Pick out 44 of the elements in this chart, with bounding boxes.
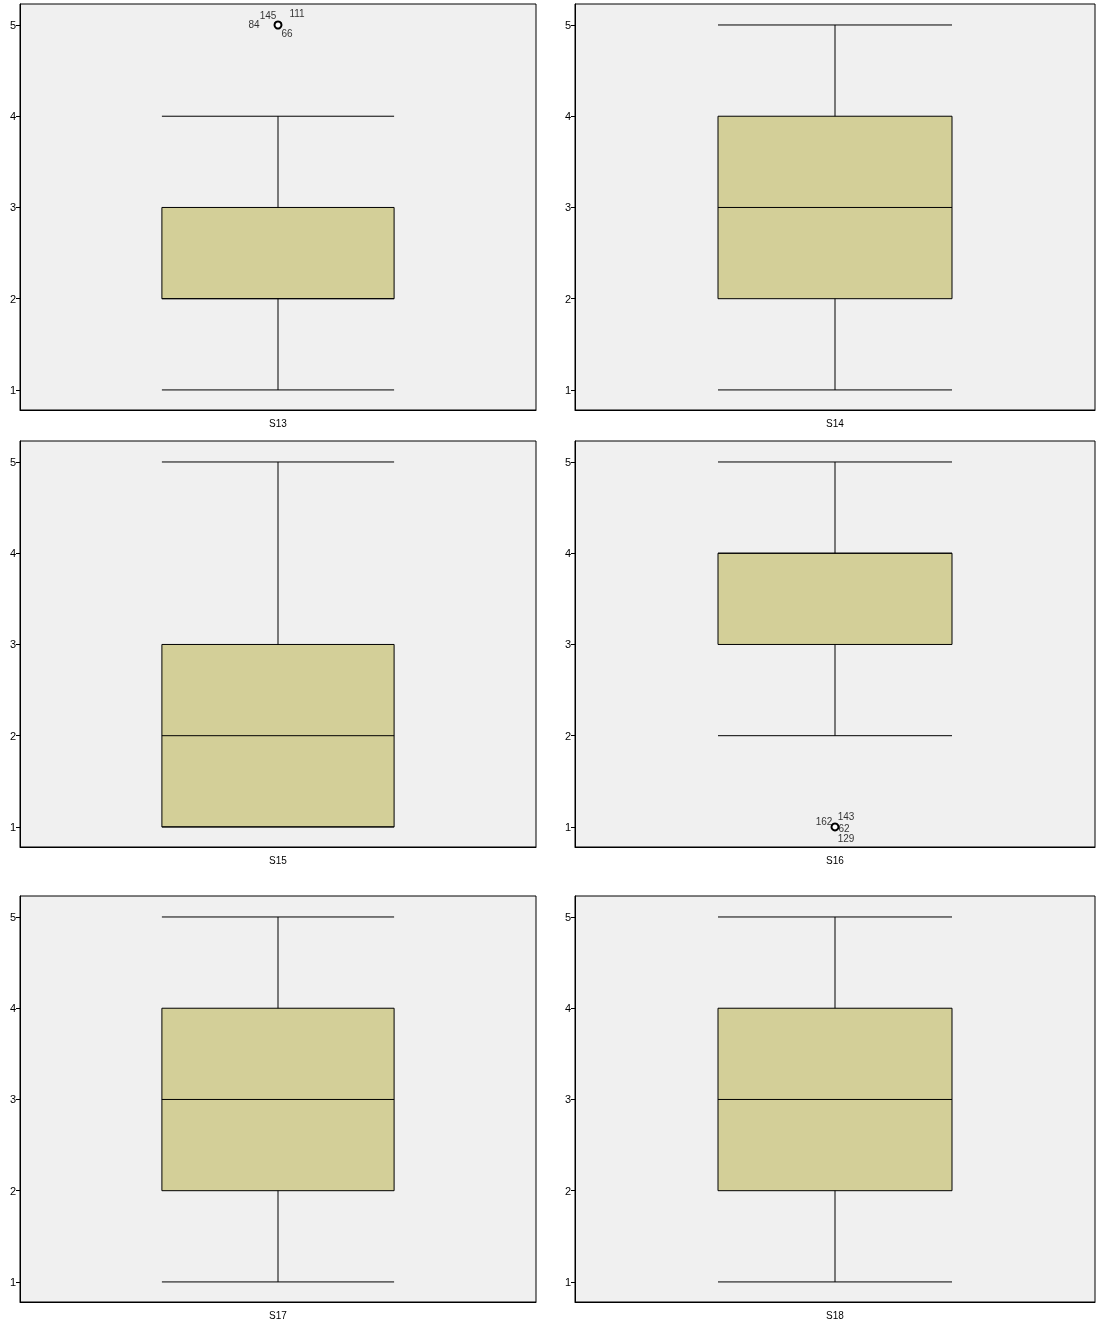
x-tick-label: S17 bbox=[269, 1309, 288, 1321]
annotation: 111 bbox=[289, 8, 306, 20]
y-tick-label: 5 bbox=[9, 18, 16, 31]
annotation: 66 bbox=[281, 28, 293, 40]
x-tick-label: S13 bbox=[269, 417, 288, 429]
y-tick-label: 1 bbox=[9, 1275, 16, 1288]
y-tick-label: 2 bbox=[9, 729, 16, 742]
annotation: 162 bbox=[815, 816, 833, 828]
y-tick-label: 3 bbox=[564, 1093, 571, 1106]
y-tick-label: 4 bbox=[9, 110, 16, 123]
annotation: 84 bbox=[248, 19, 260, 31]
x-tick-label: S18 bbox=[826, 1309, 845, 1321]
y-tick-label: 5 bbox=[9, 455, 16, 468]
annotation: 145 bbox=[259, 10, 277, 22]
y-tick-label: 2 bbox=[9, 292, 16, 305]
y-tick-label: 2 bbox=[9, 1184, 16, 1197]
y-tick-label: 1 bbox=[9, 820, 16, 833]
y-tick-label: 3 bbox=[9, 1093, 16, 1106]
annotation: 129 bbox=[837, 833, 855, 845]
y-tick-label: 1 bbox=[564, 1275, 571, 1288]
y-tick-label: 4 bbox=[564, 547, 571, 560]
y-tick-label: 3 bbox=[9, 638, 16, 651]
x-tick-label: S14 bbox=[826, 417, 845, 429]
y-tick-label: 5 bbox=[564, 455, 571, 468]
y-tick-label: 1 bbox=[9, 383, 16, 396]
y-tick-label: 5 bbox=[9, 910, 16, 923]
y-tick-label: 5 bbox=[564, 910, 571, 923]
x-tick-label: S16 bbox=[826, 854, 845, 866]
y-tick-label: 3 bbox=[564, 201, 571, 214]
y-tick-label: 2 bbox=[564, 1184, 571, 1197]
x-tick-label: S15 bbox=[269, 854, 288, 866]
y-tick-label: 4 bbox=[564, 1002, 571, 1015]
y-tick-label: 2 bbox=[564, 729, 571, 742]
annotation: 143 bbox=[837, 811, 855, 823]
y-tick-label: 2 bbox=[564, 292, 571, 305]
y-tick-label: 1 bbox=[564, 820, 571, 833]
y-tick-label: 3 bbox=[564, 638, 571, 651]
y-tick-label: 4 bbox=[9, 1002, 16, 1015]
y-tick-label: 4 bbox=[564, 110, 571, 123]
y-tick-label: 5 bbox=[564, 18, 571, 31]
y-tick-label: 1 bbox=[564, 383, 571, 396]
y-tick-label: 3 bbox=[9, 201, 16, 214]
y-tick-label: 4 bbox=[9, 547, 16, 560]
annotation: 62 bbox=[838, 823, 850, 835]
